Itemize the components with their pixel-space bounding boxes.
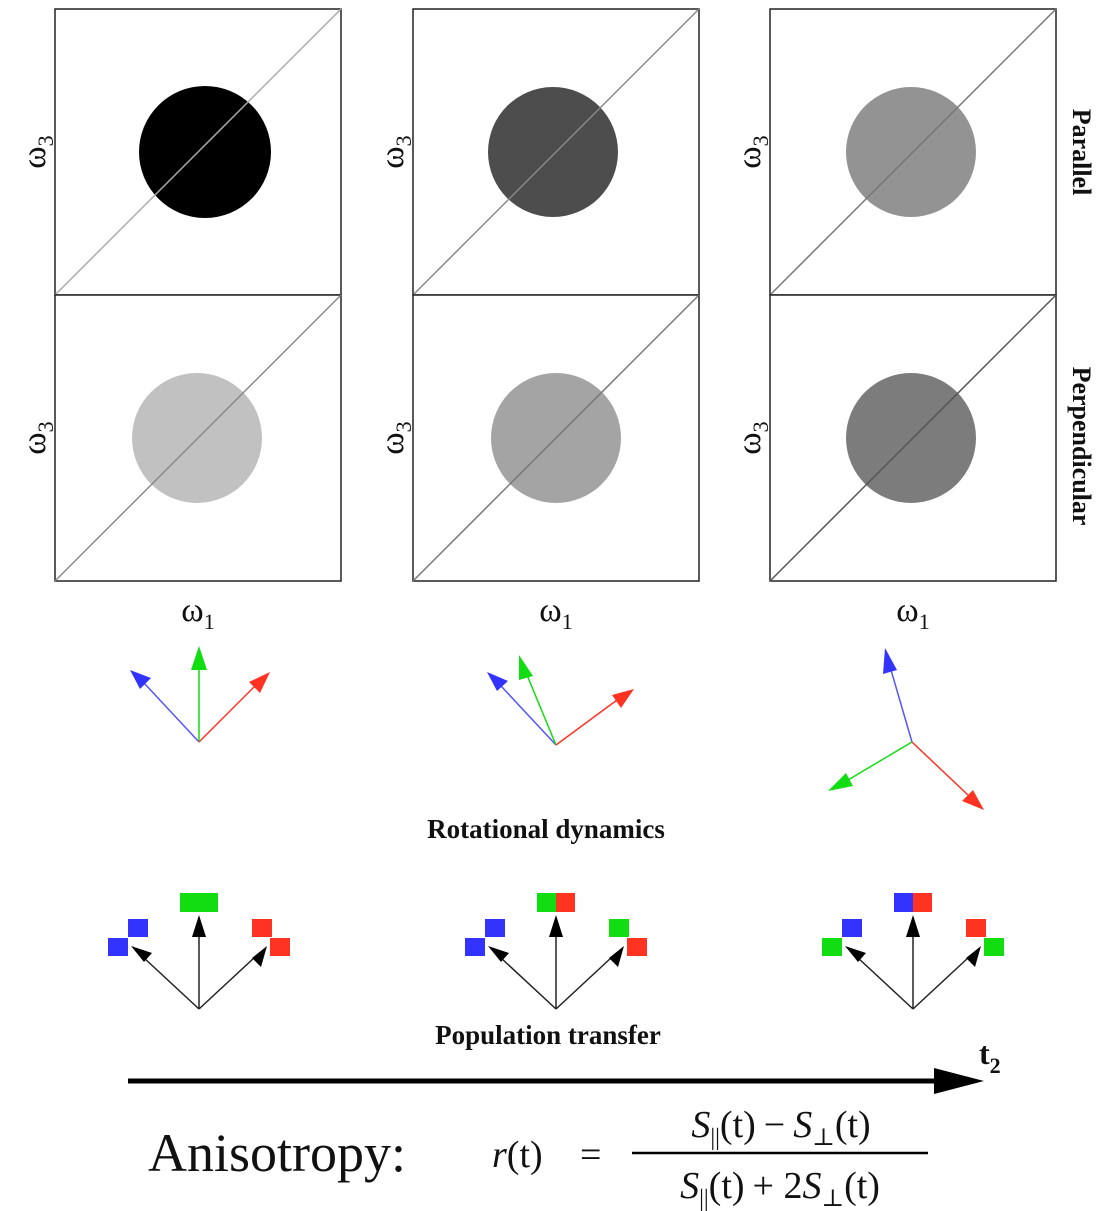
time-axis-label: t2 [979,1035,1001,1078]
spot-col3-parallel [846,87,976,217]
diagonal-line [412,8,700,296]
population-square-green [822,938,842,956]
svg-text:Parallel: Parallel [1067,109,1096,196]
omega3-label-col2-perpendicular: ω3 [374,421,416,454]
population-square-red [966,919,986,937]
population-square-red [252,919,272,937]
anisotropy-formula: Anisotropy: r(t) = S||(t) − S⊥(t) S||(t) + … [148,1104,928,1211]
population-arrows-col1 [108,893,290,1010]
svg-text:ω3: ω3 [16,421,58,454]
omega3-label-col2-parallel: ω3 [374,135,416,168]
arrow-head [609,946,624,967]
spot-col2-parallel [488,87,618,217]
diagonal-line [769,294,1057,582]
time-axis-arrow-head [934,1068,984,1094]
population-square-red [627,938,647,956]
arrow-head [131,946,152,962]
arrow-head [962,790,984,810]
arrow-head [249,672,270,693]
svg-text:ω3: ω3 [16,135,58,168]
population-square-blue [108,938,128,956]
svg-text:ω3: ω3 [374,135,416,168]
population-square-green [609,919,629,937]
population-square-red [270,938,290,956]
diagonal-line [412,294,700,582]
panel-col1-parallel [54,8,342,296]
arrow-head [966,946,981,967]
caption-population-transfer: Population transfer [435,1020,661,1050]
population-arrows-col3 [822,893,1004,1010]
omega1-label-col1: ω1 [181,592,214,634]
omega3-label-col3-parallel: ω3 [731,135,773,168]
omega1-label-col2: ω1 [539,592,572,634]
arrow-head [883,648,897,674]
rotation-arrows-col1 [130,646,270,743]
rotation-arrows-col3 [828,648,984,810]
arrow-head [845,946,866,962]
arrow-head [252,946,267,967]
panel-col2-parallel [412,8,700,296]
formula-equals: = [580,1134,601,1176]
population-square-green [984,938,1004,956]
population-square-blue [128,919,148,937]
arrow-head [519,655,533,680]
panel-col2-perpendicular [412,294,700,582]
arrow-head [487,672,508,691]
population-square-blue [485,919,505,937]
arrow-head [488,946,509,962]
formula-denominator: S||(t) + 2S⊥(t) [680,1165,880,1211]
panel-col3-parallel [769,8,1057,296]
diagonal-line [54,294,342,582]
population-square-blue [842,919,862,937]
rotation-arrows-col2 [487,655,634,746]
omega3-label-col1-parallel: ω3 [16,135,58,168]
population-arrows-col2 [465,893,647,1010]
arrow-head [130,670,151,689]
omega1-label-col3: ω1 [896,592,929,634]
svg-text:Perpendicular: Perpendicular [1067,367,1096,526]
formula-label: Anisotropy: [148,1123,406,1183]
svg-text:ω3: ω3 [374,421,416,454]
population-square-green [180,893,218,912]
diagonal-line [769,8,1057,296]
row-label-parallel: Parallel [1067,109,1096,196]
population-square-blue [894,893,913,912]
arrow-head [191,646,207,670]
arrow-head [612,689,634,708]
omega3-label-col1-perpendicular: ω3 [16,421,58,454]
arrow-head [828,773,853,791]
arrow-head [549,915,563,937]
population-square-blue [465,938,485,956]
population-square-red [556,893,575,912]
caption-rotational-dynamics: Rotational dynamics [427,814,665,844]
spot-col3-perpendicular [846,373,976,503]
panel-col1-perpendicular [54,294,342,582]
arrow-head [192,915,206,937]
panel-col3-perpendicular [769,294,1057,582]
population-square-red [913,893,932,912]
spot-col1-parallel [139,86,271,218]
row-label-perpendicular: Perpendicular [1067,367,1096,526]
formula-lhs: r(t) [492,1134,543,1176]
svg-text:ω3: ω3 [731,135,773,168]
time-axis: t2 [128,1035,1001,1094]
arrow-head [906,915,920,937]
formula-numerator: S||(t) − S⊥(t) [691,1104,870,1151]
svg-text:ω3: ω3 [731,421,773,454]
diagonal-line [54,8,342,296]
omega3-label-col3-perpendicular: ω3 [731,421,773,454]
population-square-green [537,893,556,912]
